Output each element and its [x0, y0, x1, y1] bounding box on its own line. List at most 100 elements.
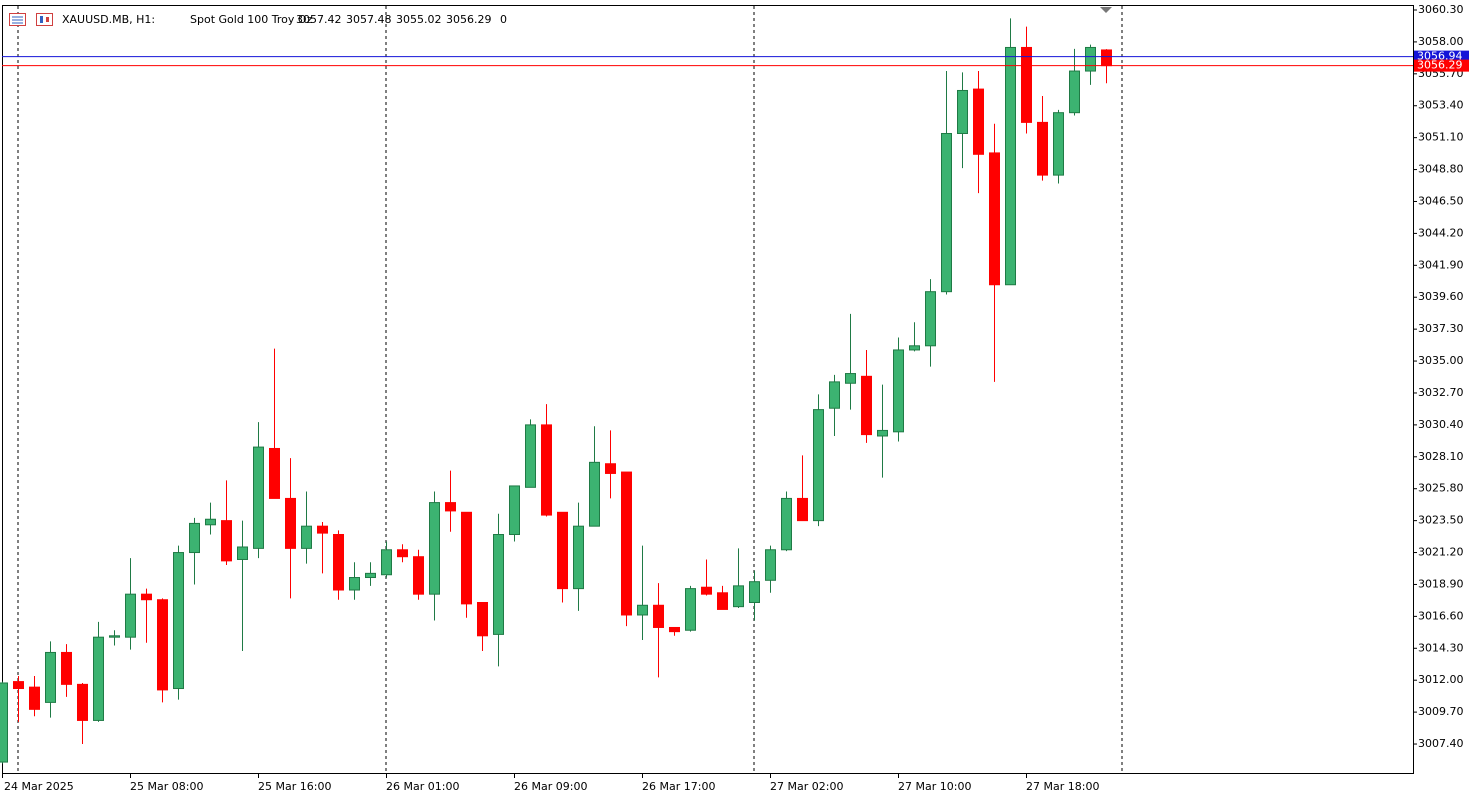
y-tick-label: 3048.80	[1418, 163, 1464, 176]
y-tick-label: 3007.40	[1418, 737, 1464, 750]
header-close: 3056.29	[446, 13, 492, 26]
candle-body	[749, 581, 760, 603]
candle-body	[45, 651, 56, 703]
candle-body	[1037, 121, 1048, 176]
candle-body	[925, 291, 936, 347]
candle-body	[125, 593, 136, 638]
y-tick-label: 3060.30	[1418, 3, 1464, 16]
candle-body	[781, 497, 792, 551]
x-tick-label: 24 Mar 2025	[4, 780, 74, 793]
candle-body	[61, 651, 72, 685]
candle-body	[493, 534, 504, 635]
y-tick-label: 3051.10	[1418, 131, 1464, 144]
y-tick-label: 3032.70	[1418, 386, 1464, 399]
candle-body	[173, 552, 184, 690]
x-tick-label: 26 Mar 17:00	[642, 780, 715, 793]
candle-body	[765, 549, 776, 581]
x-tick-label: 25 Mar 08:00	[130, 780, 203, 793]
candle-body	[589, 461, 600, 527]
candle-body	[861, 375, 872, 436]
candle-body	[509, 485, 520, 536]
icon	[40, 16, 43, 23]
candle-body	[733, 585, 744, 608]
candle-body	[189, 522, 200, 554]
candle-body	[1053, 112, 1064, 176]
candle-body	[637, 604, 648, 616]
candle-body	[653, 604, 664, 628]
candle-body	[157, 599, 168, 691]
candle-body	[717, 592, 728, 610]
candle-body	[1021, 46, 1032, 123]
candle-body	[333, 534, 344, 591]
candle-body	[205, 518, 216, 526]
price-label-bg	[1414, 59, 1469, 72]
y-tick-label: 3035.00	[1418, 354, 1464, 367]
y-tick-label: 3028.10	[1418, 450, 1464, 463]
price-label: 3056.94	[1417, 50, 1463, 63]
y-tick-label: 3009.70	[1418, 705, 1464, 718]
x-tick-label: 26 Mar 01:00	[386, 780, 459, 793]
icon	[36, 13, 53, 26]
candle-body	[141, 593, 152, 601]
candle-body	[669, 626, 680, 633]
candle-body	[685, 588, 696, 631]
y-tick-label: 3046.50	[1418, 194, 1464, 207]
candle-body	[621, 471, 632, 616]
y-tick-label: 3058.00	[1418, 35, 1464, 48]
y-tick-label: 3030.40	[1418, 418, 1464, 431]
shift-marker	[1100, 7, 1112, 13]
candle-body	[845, 373, 856, 384]
y-tick-label: 3041.90	[1418, 258, 1464, 271]
candle-body	[285, 497, 296, 549]
x-tick-label: 27 Mar 18:00	[1026, 780, 1099, 793]
candle-body	[301, 525, 312, 549]
candle-body	[957, 89, 968, 134]
candle-body	[893, 349, 904, 433]
y-tick-label: 3018.90	[1418, 577, 1464, 590]
x-tick-label: 26 Mar 09:00	[514, 780, 587, 793]
candle-body	[541, 424, 552, 516]
candle-body	[109, 635, 120, 638]
candle-body	[397, 549, 408, 558]
candle-body	[701, 586, 712, 595]
candle-body	[941, 132, 952, 293]
y-tick-label: 3037.30	[1418, 322, 1464, 335]
candle-body	[813, 409, 824, 522]
candle-body	[877, 429, 888, 437]
y-tick-label: 3014.30	[1418, 641, 1464, 654]
candle-body	[349, 577, 360, 591]
candle-body	[1101, 49, 1112, 67]
candle-body	[573, 525, 584, 590]
x-tick-label: 27 Mar 02:00	[770, 780, 843, 793]
candle-body	[1005, 46, 1016, 286]
y-tick-label: 3021.20	[1418, 546, 1464, 559]
x-tick-label: 25 Mar 16:00	[258, 780, 331, 793]
y-tick-label: 3044.20	[1418, 226, 1464, 239]
candle-body	[1085, 46, 1096, 72]
header-low: 3055.02	[396, 13, 442, 26]
price-label-bg	[1414, 50, 1469, 63]
candle-body	[429, 502, 440, 595]
icon	[46, 17, 49, 22]
candle-body	[237, 546, 248, 560]
y-tick-label: 3023.50	[1418, 514, 1464, 527]
header-open: 3057.42	[296, 13, 342, 26]
y-tick-label: 3012.00	[1418, 673, 1464, 686]
x-tick-label: 27 Mar 10:00	[898, 780, 971, 793]
header-icons	[9, 13, 53, 26]
candle-body	[445, 502, 456, 512]
candle-body	[829, 381, 840, 409]
candle-body	[1069, 70, 1080, 114]
plot-frame	[2, 5, 1414, 774]
header-extra: 0	[500, 13, 507, 26]
y-tick-label: 3053.40	[1418, 99, 1464, 112]
candle-body	[973, 88, 984, 155]
candle-body	[269, 447, 280, 499]
candle-body	[253, 446, 264, 549]
candle-body	[317, 525, 328, 534]
y-tick-label: 3016.60	[1418, 609, 1464, 622]
y-tick-label: 3039.60	[1418, 290, 1464, 303]
